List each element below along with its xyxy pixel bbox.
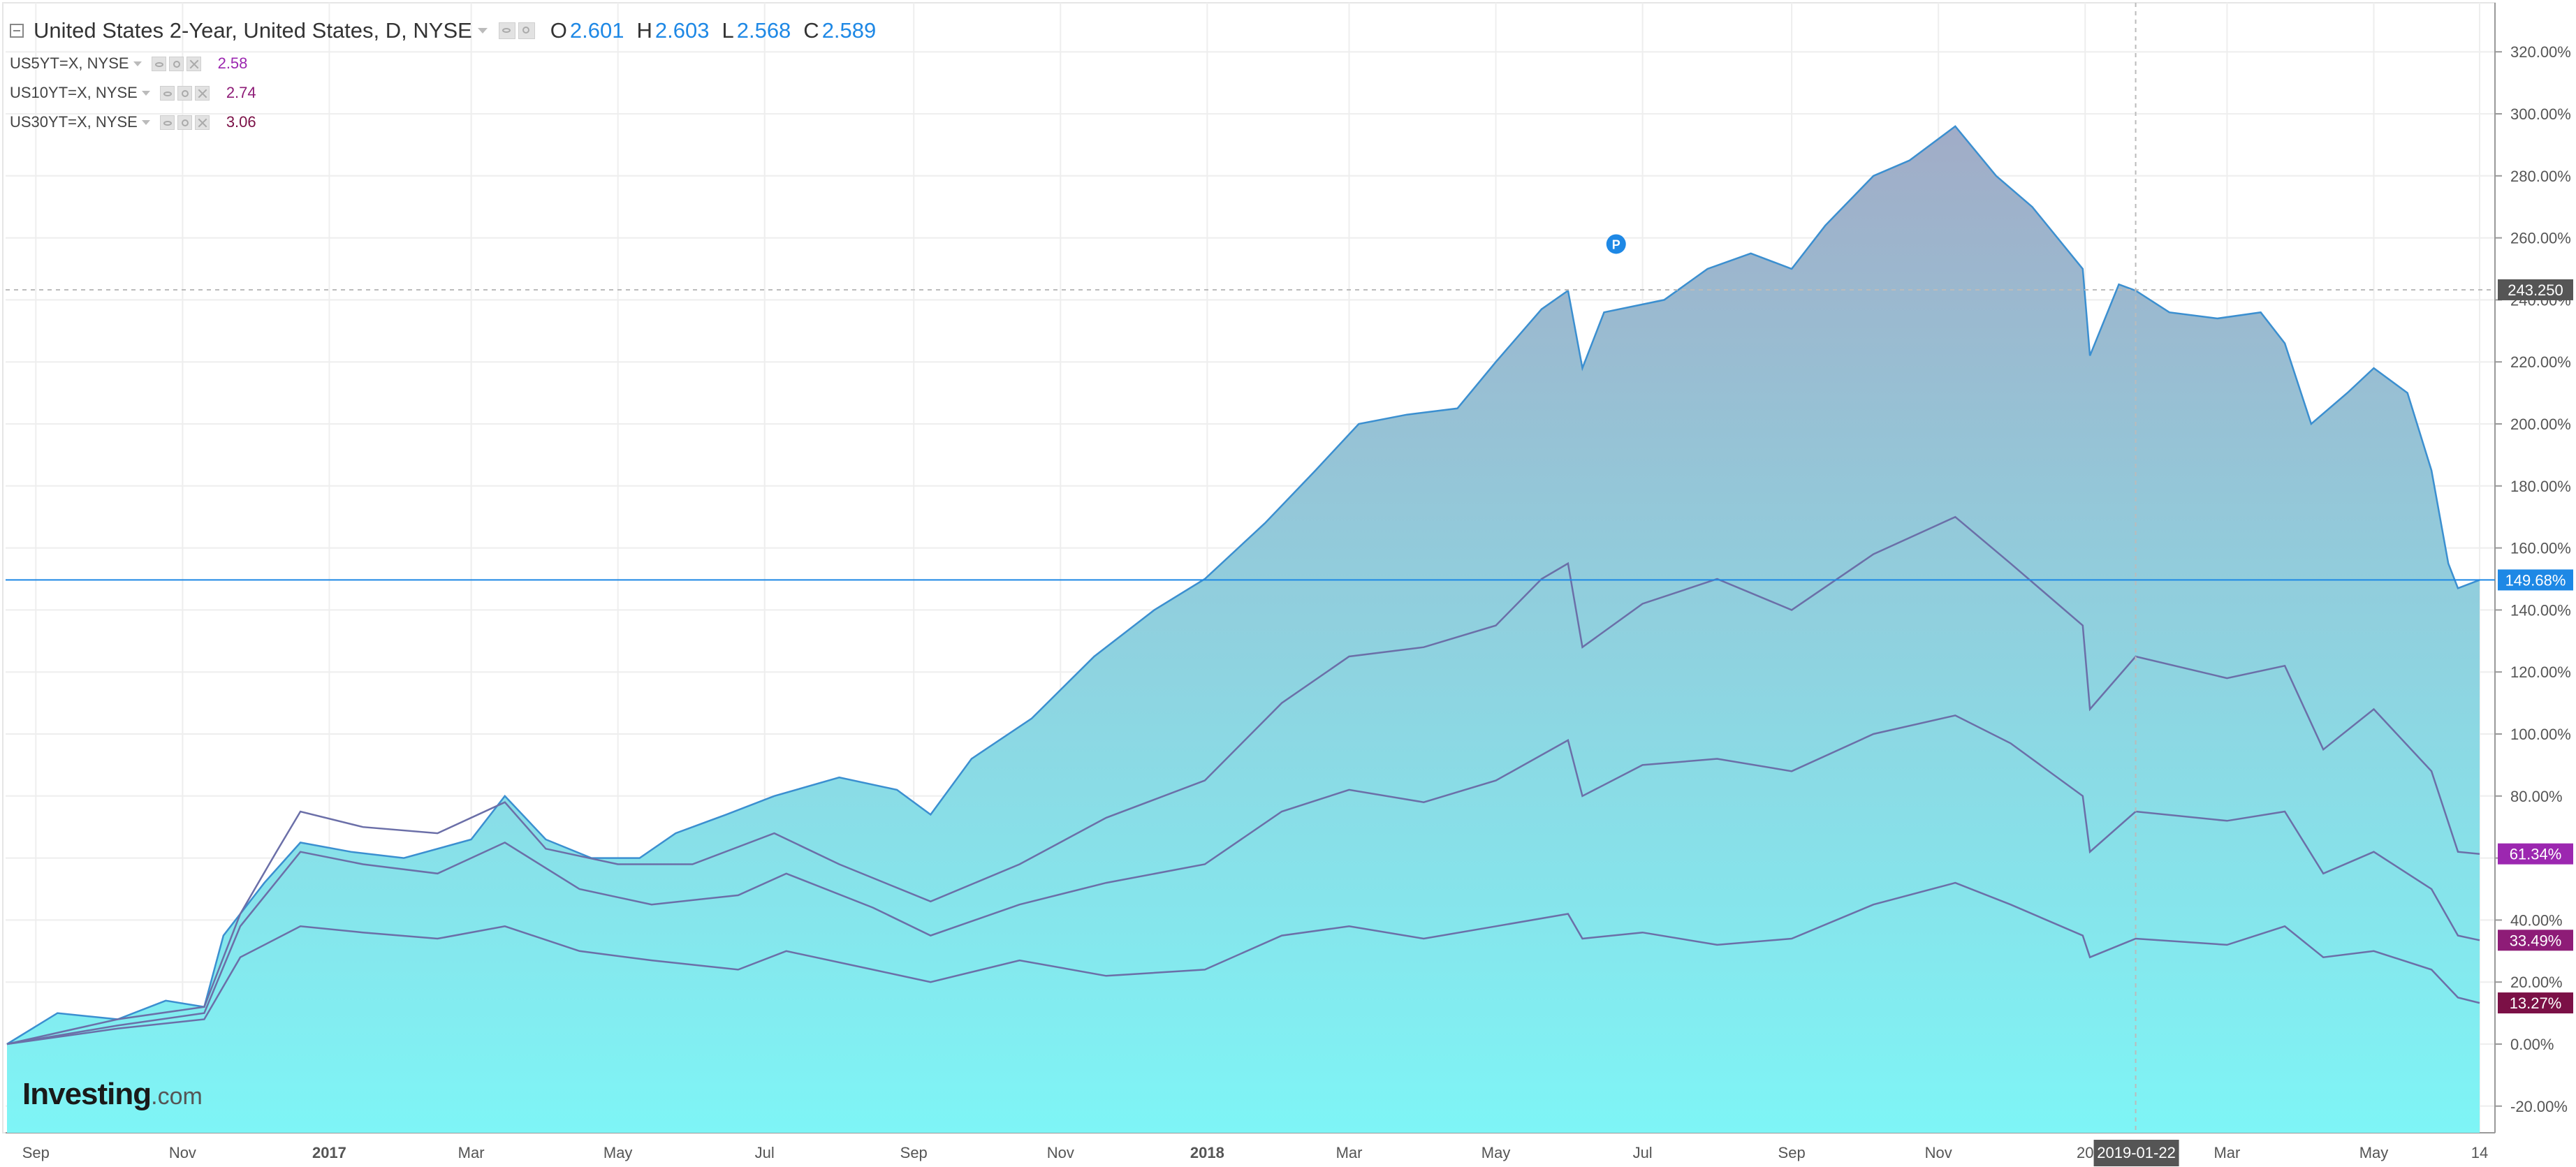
gear-icon[interactable]	[168, 56, 184, 71]
y-tick-label: 120.00%	[2510, 663, 2571, 681]
legend-study-row: US10YT=X, NYSE 2.74	[10, 78, 876, 108]
chevron-down-icon[interactable]	[141, 90, 150, 96]
y-tick-label: 180.00%	[2510, 478, 2571, 495]
low-value: 2.568	[736, 18, 791, 43]
main-series-area	[7, 126, 2480, 1133]
compare-series-line-3	[6, 881, 2480, 1045]
gear-icon[interactable]	[177, 85, 192, 101]
eye-icon[interactable]	[498, 22, 515, 39]
eye-icon[interactable]	[159, 115, 175, 130]
x-tick-label: 2017	[312, 1144, 346, 1161]
low-label: L	[722, 18, 734, 43]
last-price-badge: 149.68%	[2505, 571, 2566, 589]
chevron-down-icon[interactable]	[133, 61, 142, 66]
close-icon[interactable]	[194, 85, 210, 101]
x-tick-label: Nov	[169, 1144, 196, 1161]
high-value: 2.603	[654, 18, 710, 43]
y-tick-label: 280.00%	[2510, 168, 2571, 185]
study-value: 2.58	[217, 54, 248, 72]
y-tick-label: 320.00%	[2510, 43, 2571, 61]
crosshair-date-badge-bg	[2093, 1140, 2179, 1166]
y-tick-label: 300.00%	[2510, 105, 2571, 123]
chevron-down-icon[interactable]	[141, 119, 150, 125]
close-label: C	[803, 18, 819, 43]
logo-suffix: .com	[151, 1083, 203, 1110]
x-tick-label: Jul	[1633, 1144, 1653, 1161]
y-tick-label: 160.00%	[2510, 540, 2571, 557]
y-tick-label: 100.00%	[2510, 726, 2571, 743]
p-marker-label: P	[1612, 237, 1620, 251]
legend-study-row: US5YT=X, NYSE 2.58	[10, 49, 876, 78]
x-tick-label: Mar	[458, 1144, 485, 1161]
x-tick-label: Sep	[1778, 1144, 1806, 1161]
x-tick-label: 14	[2471, 1144, 2488, 1161]
collapse-icon[interactable]	[10, 24, 24, 38]
crosshair-date-badge: 2019-01-22	[2097, 1144, 2176, 1161]
chevron-down-icon[interactable]	[477, 28, 488, 34]
gear-icon[interactable]	[177, 115, 192, 130]
compare-last-badge-1: 61.34%	[2510, 846, 2562, 863]
close-icon[interactable]	[186, 56, 201, 71]
y-tick-label: 40.00%	[2510, 911, 2563, 929]
close-icon[interactable]	[194, 115, 210, 130]
main-series-line	[6, 125, 2480, 1045]
x-tick-label: Mar	[1336, 1144, 1363, 1161]
y-tick-label: 260.00%	[2510, 230, 2571, 247]
eye-icon[interactable]	[151, 56, 166, 71]
y-tick-label: 220.00%	[2510, 353, 2571, 371]
y-tick-label: 20.00%	[2510, 974, 2563, 991]
study-value: 3.06	[226, 113, 256, 131]
y-tick-label: 0.00%	[2510, 1036, 2554, 1053]
y-tick-label: -20.00%	[2510, 1098, 2568, 1115]
gear-icon[interactable]	[518, 22, 535, 39]
open-value: 2.601	[569, 18, 624, 43]
open-label: O	[550, 18, 567, 43]
compare-last-badge-2: 33.49%	[2510, 932, 2562, 949]
compare-series-line-1	[6, 515, 2480, 1045]
x-tick-label: 2018	[1190, 1144, 1224, 1161]
eye-icon[interactable]	[159, 85, 175, 101]
x-tick-label: Jul	[755, 1144, 775, 1161]
crosshair-price-badge-bg	[2498, 279, 2573, 300]
logo-main: Investing	[22, 1077, 152, 1111]
compare-last-badge-2-bg	[2498, 930, 2573, 951]
x-tick-label: May	[1481, 1144, 1511, 1161]
compare-last-badge-3-bg	[2498, 992, 2573, 1014]
y-tick-label: 200.00%	[2510, 416, 2571, 433]
main-series-title[interactable]: United States 2-Year, United States, D, …	[34, 18, 472, 43]
study-name[interactable]: US10YT=X, NYSE	[10, 84, 138, 101]
compare-series-line-2	[6, 714, 2480, 1045]
last-price-badge-bg	[2498, 569, 2573, 591]
study-name[interactable]: US5YT=X, NYSE	[10, 54, 129, 72]
p-marker-icon[interactable]	[1606, 234, 1626, 254]
x-tick-label: Nov	[1925, 1144, 1952, 1161]
y-tick-label: 80.00%	[2510, 788, 2563, 805]
chart-legend: United States 2-Year, United States, D, …	[10, 13, 876, 137]
x-tick-label: Nov	[1047, 1144, 1074, 1161]
x-tick-label: Sep	[900, 1144, 928, 1161]
y-tick-label: 140.00%	[2510, 601, 2571, 619]
x-tick-label: 20	[2077, 1144, 2093, 1161]
x-tick-label: May	[2359, 1144, 2389, 1161]
crosshair-price-badge: 243.250	[2508, 281, 2563, 299]
compare-last-badge-3: 13.27%	[2510, 994, 2562, 1012]
x-tick-label: Sep	[22, 1144, 50, 1161]
investing-logo: Investing.com	[22, 1077, 203, 1112]
legend-study-row: US30YT=X, NYSE 3.06	[10, 108, 876, 137]
high-label: H	[636, 18, 652, 43]
x-tick-label: May	[603, 1144, 633, 1161]
compare-last-badge-1-bg	[2498, 843, 2573, 865]
legend-main-row: United States 2-Year, United States, D, …	[10, 13, 876, 49]
study-name[interactable]: US30YT=X, NYSE	[10, 113, 138, 131]
close-value: 2.589	[821, 18, 877, 43]
x-tick-label: Mar	[2213, 1144, 2240, 1161]
study-value: 2.74	[226, 84, 256, 101]
